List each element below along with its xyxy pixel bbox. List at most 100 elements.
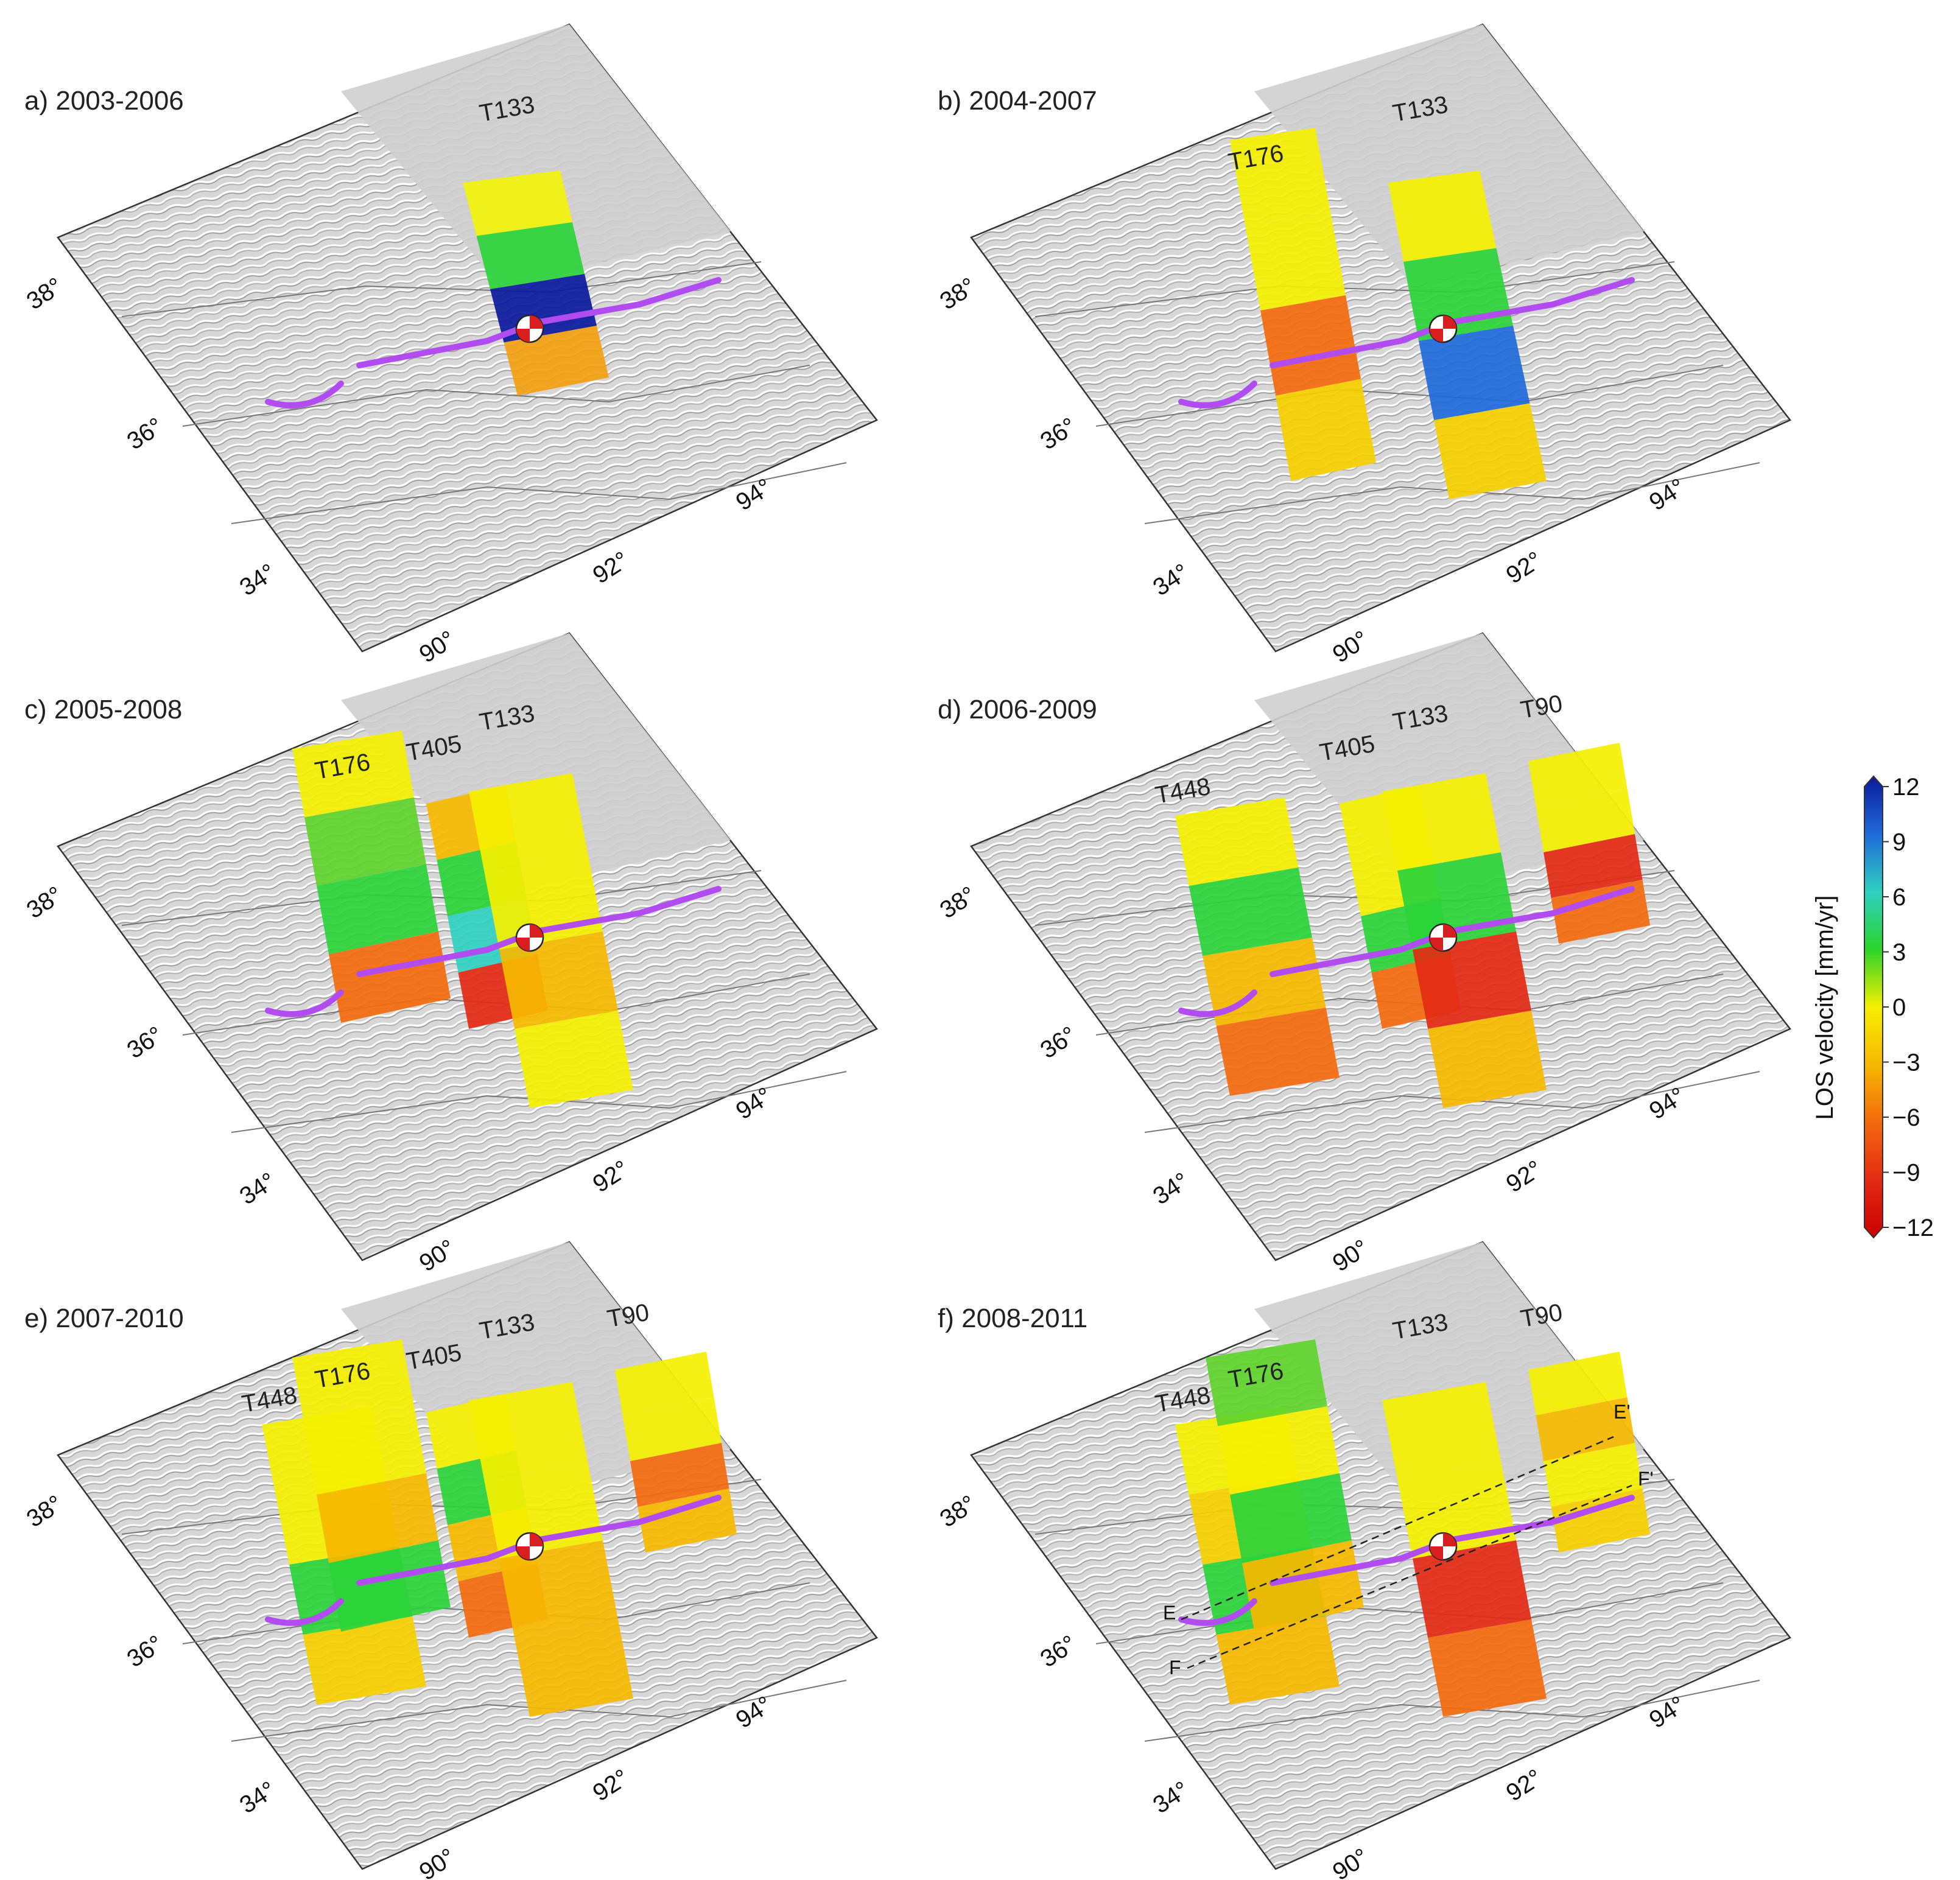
profile-label: E' [1614,1401,1630,1423]
track-velocity-band [1189,868,1312,956]
track-t90: T90 [1519,690,1650,944]
latitude-label: 38° [22,273,68,315]
longitude-label: 92° [1502,1764,1547,1807]
track-velocity-band [504,326,609,396]
track-velocity-band [1216,1008,1340,1096]
track-velocity-band [1528,743,1628,807]
track-velocity-band [622,1397,722,1461]
track-velocity-band [1388,170,1497,262]
track-velocity-band [1403,248,1513,341]
colorbar-title: LOS velocity [mm/yr] [1811,896,1838,1120]
latitude-label: 34° [1148,1168,1194,1210]
focal-mechanism-beachball [515,314,544,343]
longitude-label: 90° [415,1235,460,1277]
colorbar-tick-label: 12 [1892,774,1920,801]
fault-line [231,1071,847,1133]
track-t133: T133 [469,700,633,1108]
fault-trace-west [265,1598,344,1626]
latitude-label: 38° [22,1490,68,1533]
focal-mechanism-beachball [1428,923,1458,952]
latitude-label: 34° [1148,1777,1194,1819]
fault-line [1034,261,1675,317]
longitude-label: 90° [415,626,460,668]
track-velocity-band [463,170,572,236]
longitude-label: 90° [1328,1235,1374,1277]
track-velocity-band [303,1616,426,1705]
track-velocity-band [615,1352,714,1415]
basin-area [1254,24,1644,286]
fault-trace-west [265,989,344,1017]
fault-trace-west [1178,381,1257,409]
colorbar-tick-label: −12 [1892,1215,1934,1241]
longitude-label: 90° [1328,1843,1374,1880]
track-velocity-band [630,1443,729,1507]
track-velocity-band [304,798,426,886]
track-velocity-band [1260,295,1361,396]
track-velocity-band [476,222,585,289]
track-velocity-band [1419,326,1530,420]
track-velocity-band [1382,773,1501,871]
track-velocity-band [1242,1540,1364,1632]
colorbar-tick-label: −3 [1892,1050,1920,1076]
colorbar-ticks: 12 9 6 3 0 −3 −6 −9 −12 [1883,774,1934,1241]
track-velocity-band [292,731,414,818]
track-t90: T90 [605,1299,737,1552]
track-t176: T176 [1206,1339,1364,1632]
latitude-label: 36° [1036,413,1081,455]
longitude-label: 92° [1502,1156,1547,1198]
track-velocity-band [1536,1397,1635,1461]
track-velocity-band [1216,1616,1340,1705]
colorbar-tick-label: 9 [1892,829,1906,856]
latitude-label: 36° [1036,1630,1081,1673]
latitude-label: 34° [235,1168,281,1210]
panel-title: a) 2003-2006 [24,86,184,116]
track-velocity-band [1428,1619,1547,1717]
track-velocity-band [515,1011,633,1108]
latitude-label: 36° [122,1630,168,1673]
track-velocity-band [1218,1406,1340,1495]
latitude-label: 38° [22,882,68,924]
track-velocity-band [1551,880,1650,944]
track-velocity-band [1544,834,1643,898]
focal-mechanism-beachball [1428,314,1458,343]
colorbar-tick-label: −9 [1892,1160,1920,1187]
latitude-label: 38° [935,273,981,315]
track-velocity-band [499,931,618,1029]
track-velocity-band [1551,1489,1650,1552]
track-velocity-band [1434,403,1547,499]
basin-area [341,24,731,286]
fault-trace-west [1178,1598,1257,1626]
fault-line [1144,1071,1760,1133]
latitude-label: 36° [1036,1022,1081,1064]
track-velocity-band [1413,931,1531,1029]
latitude-label: 36° [122,1022,168,1064]
track-t176: T176 [292,731,451,1023]
track-velocity-band [317,1473,438,1563]
track-t133: T133 [1382,700,1547,1108]
track-t176: T176 [1226,128,1376,481]
track-velocity-band [1206,1339,1327,1426]
fault-line [121,261,762,317]
track-velocity-band [499,1540,618,1638]
profile-label: F' [1638,1468,1654,1490]
profile-label: E [1163,1602,1176,1624]
track-velocity-band [1413,1540,1531,1638]
track-velocity-band [1536,788,1635,852]
track-velocity-band [469,773,588,871]
track-velocity-band [1175,798,1299,886]
longitude-label: 92° [1502,547,1547,589]
track-t90: T90 [1519,1299,1650,1552]
panel-title: b) 2004-2007 [938,86,1097,116]
track-velocity-band [1245,211,1346,310]
panel-title: c) 2005-2008 [24,695,182,724]
track-velocity-band [469,1382,588,1479]
panel-title: e) 2007-2010 [24,1303,184,1333]
track-velocity-band [1382,1382,1501,1479]
track-velocity-band [1276,379,1376,481]
track-velocity-band [1428,1011,1547,1108]
longitude-label: 92° [588,1764,634,1807]
